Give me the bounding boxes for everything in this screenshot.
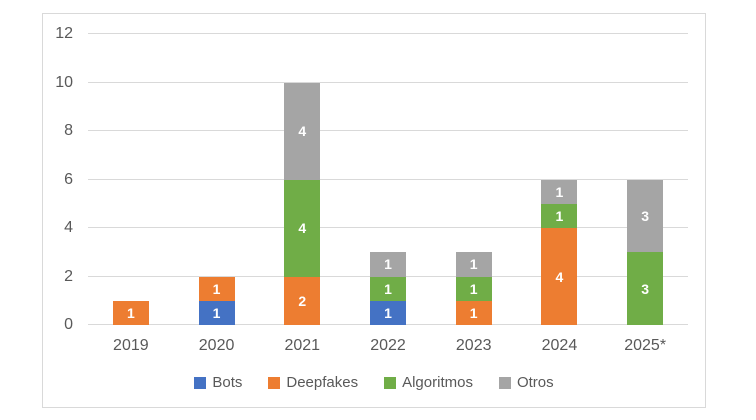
bar-segment-deepfakes-2024: 4 xyxy=(541,228,578,325)
bar-column-2021: 2 4 4 xyxy=(284,34,321,325)
data-label: 1 xyxy=(469,280,478,297)
gridline-10 xyxy=(88,81,688,83)
bar-segment-otros-2024: 1 xyxy=(541,179,578,204)
bar-segment-deepfakes-2020: 1 xyxy=(198,276,235,301)
legend-label-algoritmos: Algoritmos xyxy=(402,374,473,391)
x-tick-label-2023: 2023 xyxy=(455,337,492,354)
legend-label-bots: Bots xyxy=(212,374,243,391)
y-tick-label-0: 0 xyxy=(64,316,73,333)
x-tick-label-2025*: 2025* xyxy=(624,337,667,354)
gridline-12 xyxy=(88,33,688,34)
data-label: 1 xyxy=(555,207,564,224)
legend: Bots Deepfakes Algoritmos Otros xyxy=(43,374,705,391)
y-tick-label-6: 6 xyxy=(64,170,73,188)
data-label: 2 xyxy=(298,292,307,309)
data-label: 3 xyxy=(641,207,650,224)
x-tick-label-2024: 2024 xyxy=(541,337,578,354)
x-axis: 2019 2020 2021 2022 2023 2024 2025* xyxy=(88,337,688,359)
bar-segment-otros-2021: 4 xyxy=(284,82,321,180)
data-label: 1 xyxy=(212,280,221,297)
x-tick-label-2019: 2019 xyxy=(113,337,149,354)
legend-swatch-otros xyxy=(498,376,511,389)
y-tick-label-12: 12 xyxy=(55,25,73,42)
bar-segment-bots-2022: 1 xyxy=(370,300,406,325)
data-label: 1 xyxy=(126,304,135,321)
bar-segment-algoritmos-2024: 1 xyxy=(541,203,578,228)
data-label: 1 xyxy=(555,183,564,200)
y-axis: 0 2 4 6 8 10 12 xyxy=(43,26,77,333)
data-label: 3 xyxy=(641,280,650,297)
y-tick-label-2: 2 xyxy=(64,267,73,285)
data-label: 4 xyxy=(298,123,307,139)
legend-item-deepfakes: Deepfakes xyxy=(268,374,358,391)
data-label: 1 xyxy=(384,280,392,297)
y-tick-label-4: 4 xyxy=(64,219,73,236)
x-tick-label-2020: 2020 xyxy=(198,337,235,354)
y-tick-label-10: 10 xyxy=(55,73,73,91)
data-label: 1 xyxy=(469,304,478,321)
legend-item-bots: Bots xyxy=(194,374,242,391)
gridline-6 xyxy=(88,178,688,180)
bar-segment-bots-2020: 1 xyxy=(198,300,235,325)
legend-swatch-deepfakes xyxy=(268,376,281,389)
gridline-4 xyxy=(88,227,688,228)
legend-label-deepfakes: Deepfakes xyxy=(286,374,359,391)
bar-segment-algoritmos-2023: 1 xyxy=(455,276,492,301)
legend-swatch-algoritmos xyxy=(384,376,397,389)
bar-segment-deepfakes-2021: 2 xyxy=(284,276,321,325)
bar-column-2023: 1 1 1 xyxy=(455,34,492,325)
bar-segment-otros-2023: 1 xyxy=(455,252,492,277)
x-tick-label-2021: 2021 xyxy=(284,337,321,354)
bar-segment-deepfakes-2023: 1 xyxy=(455,300,492,325)
data-label: 1 xyxy=(469,256,478,273)
bar-column-2024: 4 1 1 xyxy=(541,34,578,325)
data-label: 1 xyxy=(384,304,392,321)
x-tick-label-2022: 2022 xyxy=(370,337,406,354)
data-label: 4 xyxy=(298,220,307,236)
legend-label-otros: Otros xyxy=(516,374,554,391)
bar-column-2022: 1 1 1 xyxy=(370,34,406,325)
bar-segment-otros-2025*: 3 xyxy=(627,179,664,253)
bar-segment-algoritmos-2025*: 3 xyxy=(627,252,664,325)
bar-segment-deepfakes-2019: 1 xyxy=(112,300,149,325)
bar-segment-algoritmos-2021: 4 xyxy=(284,179,321,277)
legend-item-algoritmos: Algoritmos xyxy=(384,374,473,391)
y-tick-label-8: 8 xyxy=(64,122,73,139)
data-label: 4 xyxy=(555,268,564,285)
bar-column-2019: 1 xyxy=(112,34,149,325)
data-label: 1 xyxy=(384,256,392,273)
legend-item-otros: Otros xyxy=(498,374,554,391)
gridline-8 xyxy=(88,130,688,131)
legend-swatch-bots xyxy=(194,376,207,389)
bar-segment-algoritmos-2022: 1 xyxy=(370,276,406,301)
data-label: 1 xyxy=(212,304,221,321)
bar-segment-otros-2022: 1 xyxy=(370,252,406,277)
